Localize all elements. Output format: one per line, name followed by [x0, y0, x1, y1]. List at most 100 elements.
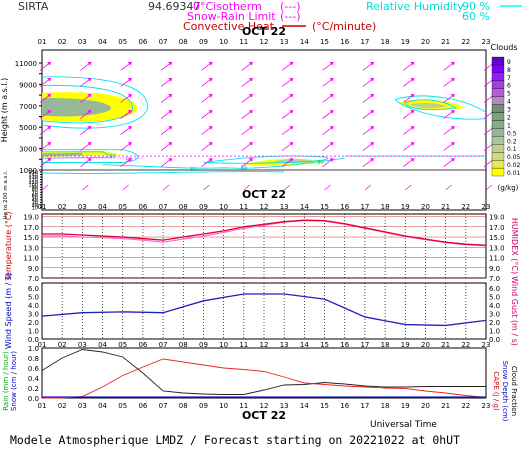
humidex-tick-label: 19.0: [489, 214, 505, 222]
low-height-tick-label: 130: [28, 175, 38, 181]
colorbar-swatch: [491, 112, 505, 121]
wind-tick-label: 5.0: [28, 294, 39, 302]
station-coord: 94.69347: [148, 0, 201, 13]
low-height-tick-label: 70: [32, 190, 38, 196]
rh-contour: [41, 84, 133, 124]
hour-tick-label: 06: [138, 341, 147, 349]
wind-arrow-head: [87, 126, 92, 130]
colorbar-level-label: 0.01: [507, 170, 521, 177]
hour-tick-label: 22: [461, 341, 470, 349]
hour-tick-label: 07: [159, 341, 168, 349]
rain-axis-label: Rain (mm / hour): [2, 351, 10, 411]
wind-arrow-head: [329, 78, 334, 82]
wind-arrow-head: [369, 78, 374, 82]
wind-arrow-head: [289, 94, 294, 98]
hour-tick-label: 09: [199, 341, 208, 349]
wind-arrow-head: [168, 94, 173, 98]
hour-tick-label: 21: [441, 203, 450, 211]
hour-tick-label: 06: [138, 402, 147, 410]
hour-tick-label: 05: [118, 402, 127, 410]
wind-arrow-head: [410, 94, 415, 98]
rh-contour: [102, 157, 345, 169]
wind-arrow-head: [329, 126, 334, 130]
cloud-panel: 1000300050007000900011000102030405060708…: [0, 49, 496, 219]
wind-arrow-head: [450, 142, 455, 146]
wind-tick-label: 0.0: [28, 336, 39, 344]
temp-tick-label: 9.0: [28, 265, 39, 273]
date-label-top: OCT 22: [242, 25, 286, 38]
hour-tick-label: 16: [340, 203, 349, 211]
wind-tick-label: 2.0: [28, 319, 39, 327]
wind-arrow-head: [369, 110, 374, 114]
hour-tick-label: 12: [260, 402, 269, 410]
humidex-tick-label: 17.0: [489, 224, 505, 232]
cloud-fraction-axis-label: Cloud Fraction: [510, 366, 518, 416]
low-height-tick-label: 110: [28, 180, 38, 186]
wind-arrow-low: [485, 184, 493, 191]
wind-arrow-head: [248, 126, 253, 130]
wind-arrow-head: [168, 78, 173, 82]
legend-convective: Convective Heat.: [183, 20, 277, 33]
humidex-tick-label: 15.0: [489, 234, 505, 242]
hour-tick-label: 20: [421, 38, 430, 46]
wind-arrow-low: [243, 184, 251, 191]
colorbar-level-label: 3: [507, 107, 511, 114]
hour-tick-label: 17: [360, 38, 369, 46]
hour-tick-label: 05: [118, 341, 127, 349]
temperature-panel: OCT 22 01 02 03 04 05 06 07 08 09 10 11 12 13 14 15 16 17…: [4, 188, 519, 283]
wind-arrow-head: [127, 110, 132, 114]
hour-tick-label: 22: [461, 402, 470, 410]
rh-contour: [41, 171, 285, 174]
hour-tick-label: 04: [98, 203, 107, 211]
hour-tick-label: 20: [421, 203, 430, 211]
hour-tick-label: 09: [199, 402, 208, 410]
hour-tick-label: 13: [280, 38, 289, 46]
colorbar-swatch: [491, 72, 505, 81]
hour-tick-label: 02: [58, 203, 67, 211]
hour-tick-label: 08: [179, 341, 188, 349]
hour-tick-label: 12: [260, 38, 269, 46]
wind-arrow-head: [87, 110, 92, 114]
wind-arrow-head: [127, 78, 132, 82]
hour-tick-label: 16: [340, 402, 349, 410]
wind-arrow-head: [450, 78, 455, 82]
low-height-tick-label: 30: [32, 200, 38, 206]
hour-tick-label: 13: [280, 402, 289, 410]
hour-tick-label: 15: [320, 38, 329, 46]
date-label-temp: OCT 22: [242, 188, 286, 201]
wind-arrow-head: [289, 158, 294, 162]
precip-tick-label: 0.4: [28, 375, 40, 383]
gust-tick-label: 1.0: [489, 328, 500, 336]
hour-tick-label: 18: [381, 341, 390, 349]
universal-time-label: Universal Time: [370, 420, 437, 430]
gust-tick-label: 3.0: [489, 311, 500, 319]
rh-contour-label: 90: [317, 160, 323, 166]
precip-panel: 0.0 0.2 0.4 0.6 0.8 1.0 Rain (mm / hour) Snow (…: [2, 345, 518, 422]
wind-arrow-head: [87, 62, 92, 66]
hour-tick-label: 14: [300, 203, 309, 211]
colorbar-level-label: 4: [507, 99, 511, 106]
colorbar-level-label: 2: [507, 114, 511, 121]
colorbar-swatch: [491, 167, 505, 177]
wind-arrow-head: [47, 126, 51, 130]
wind-arrow-head: [369, 126, 374, 130]
hour-tick-label: 23: [482, 402, 491, 410]
hour-tick-label: 17: [360, 203, 369, 211]
wind-arrow-low: [162, 184, 170, 191]
height-tick-label: 7000: [19, 103, 37, 111]
wind-arrow-head: [289, 62, 294, 66]
wind-arrow-head: [410, 142, 415, 146]
height-tick-label: 9000: [19, 81, 37, 89]
hour-tick-label: 16: [340, 341, 349, 349]
snow-axis-label: Snow (cm / hour): [10, 351, 18, 411]
hour-tick-label: 03: [78, 38, 87, 46]
cloud-area-green: [42, 152, 83, 157]
hour-tick-label: 04: [98, 341, 107, 349]
temp-tick-label: 17.0: [23, 224, 39, 232]
hour-tick-label: 05: [118, 203, 127, 211]
wind-arrow-head: [289, 110, 294, 114]
wind-arrow-head: [47, 62, 51, 66]
hour-tick-label: 02: [58, 341, 67, 349]
colorbar-swatch: [491, 80, 505, 89]
